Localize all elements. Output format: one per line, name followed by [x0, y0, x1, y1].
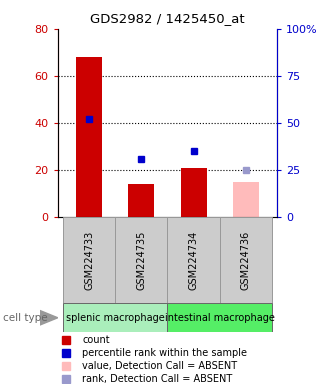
- Text: GSM224735: GSM224735: [136, 230, 146, 290]
- Bar: [128, 184, 154, 217]
- Text: cell type: cell type: [3, 313, 48, 323]
- Text: rank, Detection Call = ABSENT: rank, Detection Call = ABSENT: [82, 374, 232, 384]
- Text: GSM224736: GSM224736: [241, 230, 251, 290]
- Bar: [220, 217, 272, 303]
- Title: GDS2982 / 1425450_at: GDS2982 / 1425450_at: [90, 12, 245, 25]
- Bar: [63, 217, 115, 303]
- Text: GSM224734: GSM224734: [189, 230, 199, 290]
- Bar: [115, 217, 167, 303]
- Polygon shape: [40, 310, 58, 325]
- Bar: [233, 182, 259, 217]
- Bar: [168, 303, 272, 332]
- Bar: [168, 217, 220, 303]
- Text: GSM224733: GSM224733: [84, 230, 94, 290]
- Text: splenic macrophage: splenic macrophage: [66, 313, 165, 323]
- Bar: [63, 303, 168, 332]
- Text: percentile rank within the sample: percentile rank within the sample: [82, 348, 247, 358]
- Text: intestinal macrophage: intestinal macrophage: [165, 313, 275, 323]
- Text: value, Detection Call = ABSENT: value, Detection Call = ABSENT: [82, 361, 237, 371]
- Bar: [181, 167, 207, 217]
- Bar: [76, 57, 102, 217]
- Text: count: count: [82, 335, 110, 345]
